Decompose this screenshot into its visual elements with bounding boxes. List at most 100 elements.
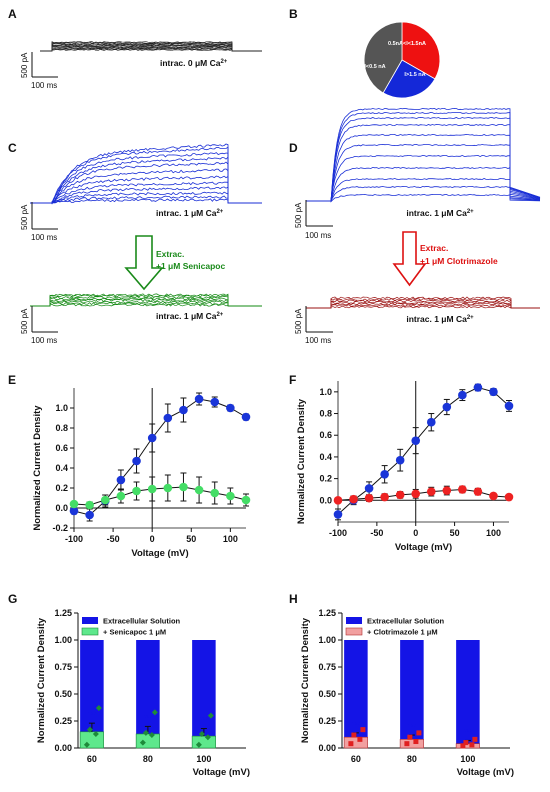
current-trace — [40, 41, 262, 52]
svg-text:500 pA: 500 pA — [294, 308, 303, 334]
data-point — [442, 402, 452, 412]
pie-slice — [363, 21, 403, 94]
x-tick-label: 0 — [150, 534, 155, 544]
data-point — [442, 486, 452, 495]
bar-control — [192, 640, 216, 748]
series-line — [73, 486, 247, 506]
current-trace — [306, 185, 541, 202]
data-point — [241, 412, 251, 422]
data-point — [404, 741, 410, 747]
legend-swatch — [345, 627, 363, 636]
pie-slice — [382, 59, 436, 99]
data-point — [147, 484, 157, 494]
legend-swatch — [82, 617, 98, 624]
panel-label-e: E — [8, 373, 16, 387]
data-point — [349, 494, 358, 504]
current-trace — [30, 297, 262, 307]
pie-slice-label: 0.5nA<I<1.5nA — [388, 41, 426, 47]
svg-text:100 ms: 100 ms — [31, 233, 57, 242]
data-point — [195, 741, 202, 748]
current-trace — [306, 112, 541, 202]
x-tick-label: 100 — [460, 754, 475, 764]
data-point — [95, 705, 102, 712]
scale-bar-a: 500 pA 100 ms — [20, 52, 58, 90]
data-point — [333, 496, 343, 505]
svg-text:500 pA: 500 pA — [294, 202, 303, 228]
bar-control — [456, 640, 480, 748]
data-point — [407, 734, 413, 740]
y-axis-label: Normalized Current Density — [36, 617, 47, 743]
legend-label: + Clotrimazole 1 μM — [367, 628, 438, 637]
trace-group-senicapoc — [30, 293, 262, 307]
significance-marker: ** — [408, 722, 416, 733]
y-tick-label: 1.0 — [55, 403, 68, 413]
x-tick-label: 100 — [486, 528, 501, 538]
svg-text:500 pA: 500 pA — [20, 204, 29, 230]
data-point — [364, 493, 374, 503]
trace-group-clotrimazole — [306, 296, 540, 309]
data-point — [472, 736, 478, 742]
bar-control — [136, 640, 160, 748]
significance-marker: ** — [352, 720, 360, 731]
current-trace — [30, 293, 262, 307]
data-point — [226, 491, 235, 501]
data-point — [69, 499, 79, 509]
legend-swatch — [81, 627, 99, 636]
y-tick-label: 0.8 — [55, 423, 68, 433]
x-tick-label: 100 — [223, 534, 238, 544]
current-trace — [30, 152, 262, 204]
svg-text:100 ms: 100 ms — [305, 336, 331, 345]
y-tick-label: 0.00 — [54, 743, 72, 753]
y-tick-label: 0.50 — [318, 689, 336, 699]
data-point — [504, 492, 514, 502]
current-trace — [30, 295, 262, 307]
svg-text:Extrac.: Extrac. — [420, 243, 448, 253]
data-point — [194, 394, 204, 404]
pie-chart-b: 0.5nA<I<1.5nA I>1.5 nA I<0.5 nA — [363, 21, 441, 99]
y-tick-label: 0.2 — [55, 483, 68, 493]
data-point — [100, 495, 110, 505]
bar-treatment — [79, 731, 104, 749]
data-point — [207, 712, 214, 719]
y-tick-label: -0.2 — [52, 523, 68, 533]
panel-label-c: C — [8, 141, 17, 155]
y-tick-label: 0.6 — [55, 443, 68, 453]
current-trace — [30, 168, 262, 204]
current-trace — [30, 143, 262, 205]
y-tick-label: 1.25 — [54, 608, 72, 618]
y-tick-label: 0.6 — [319, 430, 332, 440]
data-point — [210, 397, 220, 407]
panel-label-b: B — [289, 7, 298, 21]
current-trace — [30, 301, 262, 307]
arrow-clotrimazole: Extrac. +1 μM Clotrimazole — [392, 231, 498, 287]
y-tick-label: 0.25 — [54, 716, 72, 726]
current-trace — [30, 161, 262, 205]
scale-bar-c2: 500 pA 100 ms — [20, 306, 58, 345]
significance-marker: ** — [200, 716, 208, 727]
data-point — [86, 726, 93, 733]
data-point — [463, 740, 469, 746]
data-point — [194, 485, 204, 495]
x-tick-label: 50 — [450, 528, 460, 538]
data-point — [473, 383, 483, 392]
data-point — [473, 487, 483, 496]
y-axis-label: Normalized Current Density — [296, 398, 307, 524]
current-trace — [30, 146, 262, 204]
data-point — [142, 729, 149, 736]
data-point — [348, 741, 354, 747]
data-point — [226, 403, 235, 413]
x-axis-label: Voltage (mV) — [193, 767, 250, 778]
arrow-senicapoc: Extrac. +1 μM Senicapoc — [124, 235, 225, 291]
x-axis-label: Voltage (mV) — [131, 548, 188, 559]
current-trace — [306, 305, 540, 309]
current-trace — [30, 156, 262, 204]
data-point — [179, 482, 188, 492]
data-point — [83, 741, 90, 748]
data-point — [411, 436, 421, 445]
y-tick-label: 0.4 — [319, 452, 332, 462]
svg-text:+1 μM Clotrimazole: +1 μM Clotrimazole — [420, 256, 498, 266]
current-trace — [30, 298, 262, 307]
y-tick-label: 0.2 — [319, 474, 332, 484]
current-trace — [30, 175, 262, 204]
